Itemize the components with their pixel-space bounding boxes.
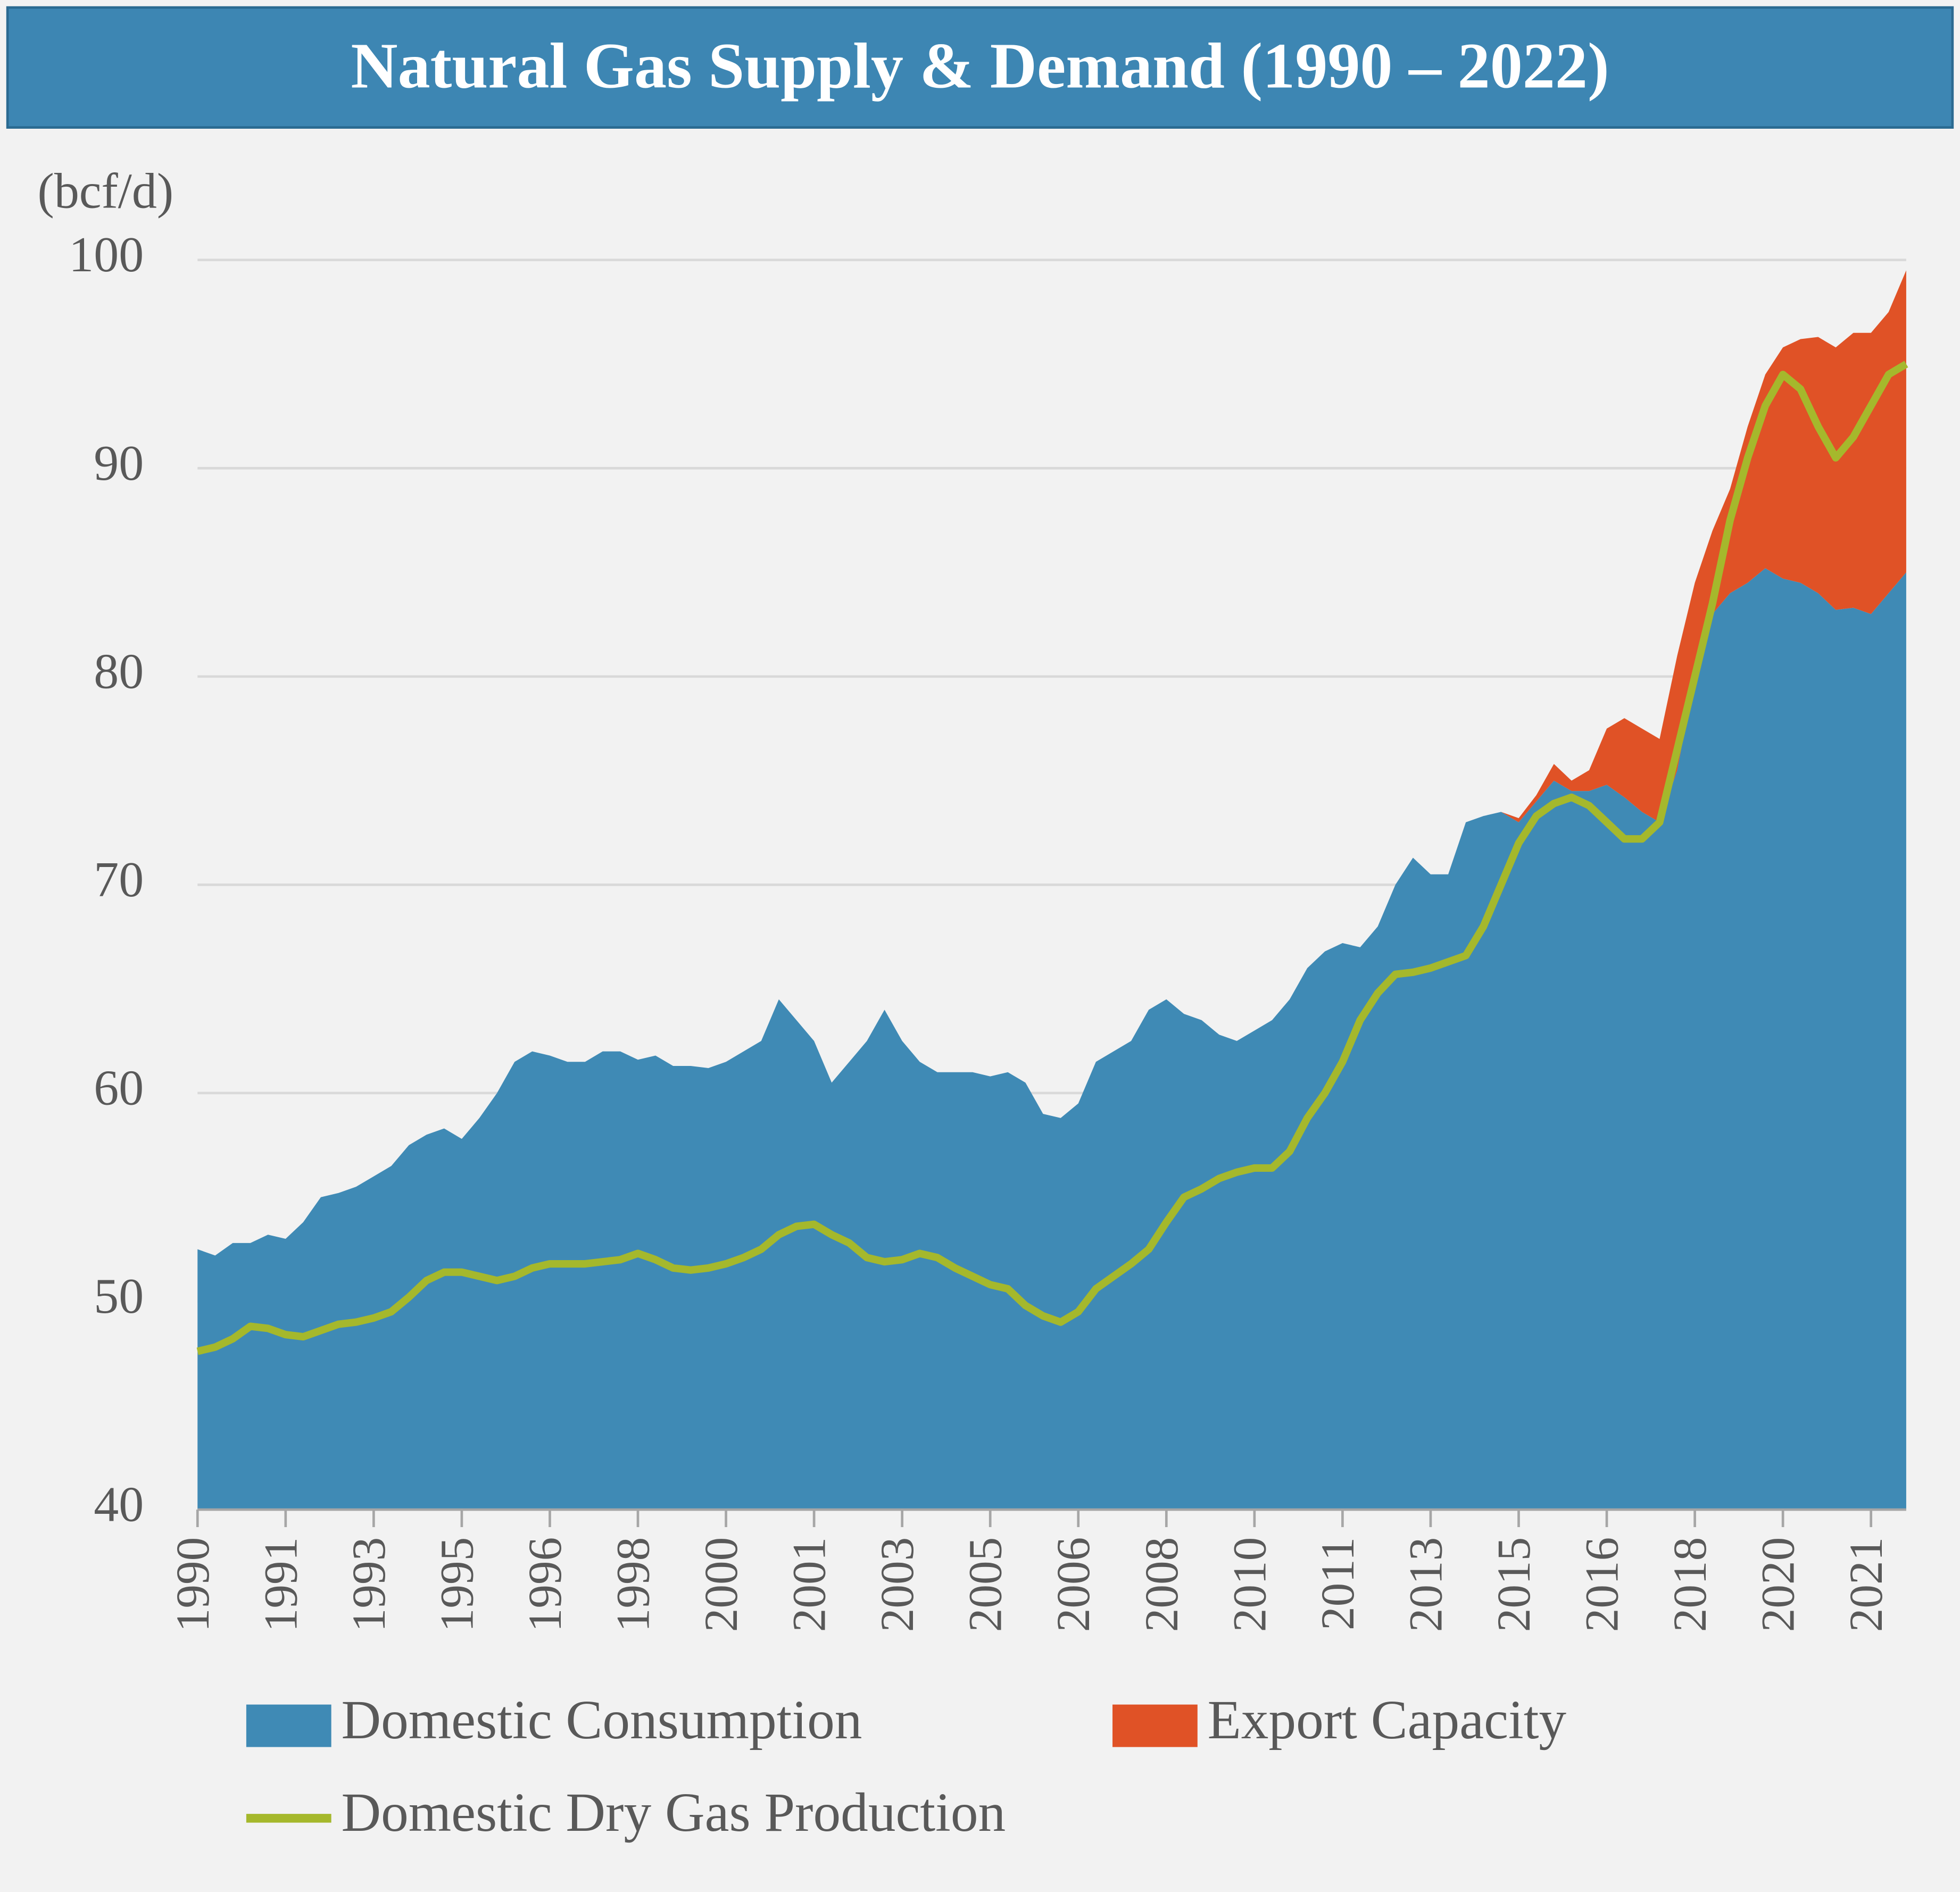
x-tick-label: 1991 bbox=[254, 1537, 307, 1632]
x-tick-label: 1993 bbox=[343, 1537, 395, 1632]
legend: Domestic Consumption Export Capacity Domes… bbox=[246, 1690, 1567, 1843]
x-tick-label: 1995 bbox=[430, 1537, 483, 1632]
x-tick-label: 2001 bbox=[783, 1537, 836, 1632]
x-tick-label: 2008 bbox=[1135, 1537, 1188, 1632]
y-tick-label: 100 bbox=[69, 227, 144, 282]
x-tick-label: 2016 bbox=[1576, 1537, 1629, 1632]
x-tick-label: 1996 bbox=[519, 1537, 571, 1632]
x-tick-label: 2018 bbox=[1664, 1537, 1716, 1632]
y-tick-label: 90 bbox=[94, 436, 144, 491]
chart-title: Natural Gas Supply & Demand (1990 – 2022… bbox=[351, 30, 1609, 102]
legend-label: Domestic Dry Gas Production bbox=[341, 1782, 1006, 1843]
area bbox=[197, 568, 1906, 1510]
legend-label: Export Capacity bbox=[1208, 1690, 1567, 1751]
x-tick-label: 2003 bbox=[871, 1537, 924, 1632]
x-tick-label: 2000 bbox=[695, 1537, 748, 1632]
x-tick-label: 2015 bbox=[1488, 1537, 1540, 1632]
axes: 40 50 60 70 80 90 100 1990 1991 1993 1995 1996 1998 2… bbox=[69, 227, 1906, 1632]
y-tick-label: 40 bbox=[94, 1477, 144, 1532]
y-tick-label: 60 bbox=[94, 1061, 144, 1116]
legend-swatch bbox=[1112, 1704, 1198, 1747]
x-tick-label: 1998 bbox=[607, 1537, 659, 1632]
y-tick-label: 70 bbox=[94, 852, 144, 907]
x-tick-label: 2013 bbox=[1399, 1537, 1452, 1632]
x-tick-label: 2006 bbox=[1047, 1537, 1100, 1632]
x-tick-label: 2021 bbox=[1840, 1537, 1892, 1632]
areas bbox=[196, 270, 1908, 1510]
x-tick-label: 2011 bbox=[1311, 1537, 1364, 1630]
x-tick-label: 1990 bbox=[167, 1537, 219, 1632]
legend-swatch bbox=[246, 1704, 331, 1747]
title-bar bbox=[6, 6, 1954, 129]
legend-label: Domestic Consumption bbox=[341, 1690, 862, 1751]
x-tick-label: 2010 bbox=[1223, 1537, 1276, 1632]
x-tick-label: 2005 bbox=[959, 1537, 1012, 1632]
y-tick-label: 50 bbox=[94, 1269, 144, 1324]
line bbox=[196, 361, 1908, 1355]
y-axis-label: (bcf/d) bbox=[38, 163, 174, 219]
y-tick-label: 80 bbox=[94, 644, 144, 699]
x-tick-label: 2020 bbox=[1752, 1537, 1805, 1632]
